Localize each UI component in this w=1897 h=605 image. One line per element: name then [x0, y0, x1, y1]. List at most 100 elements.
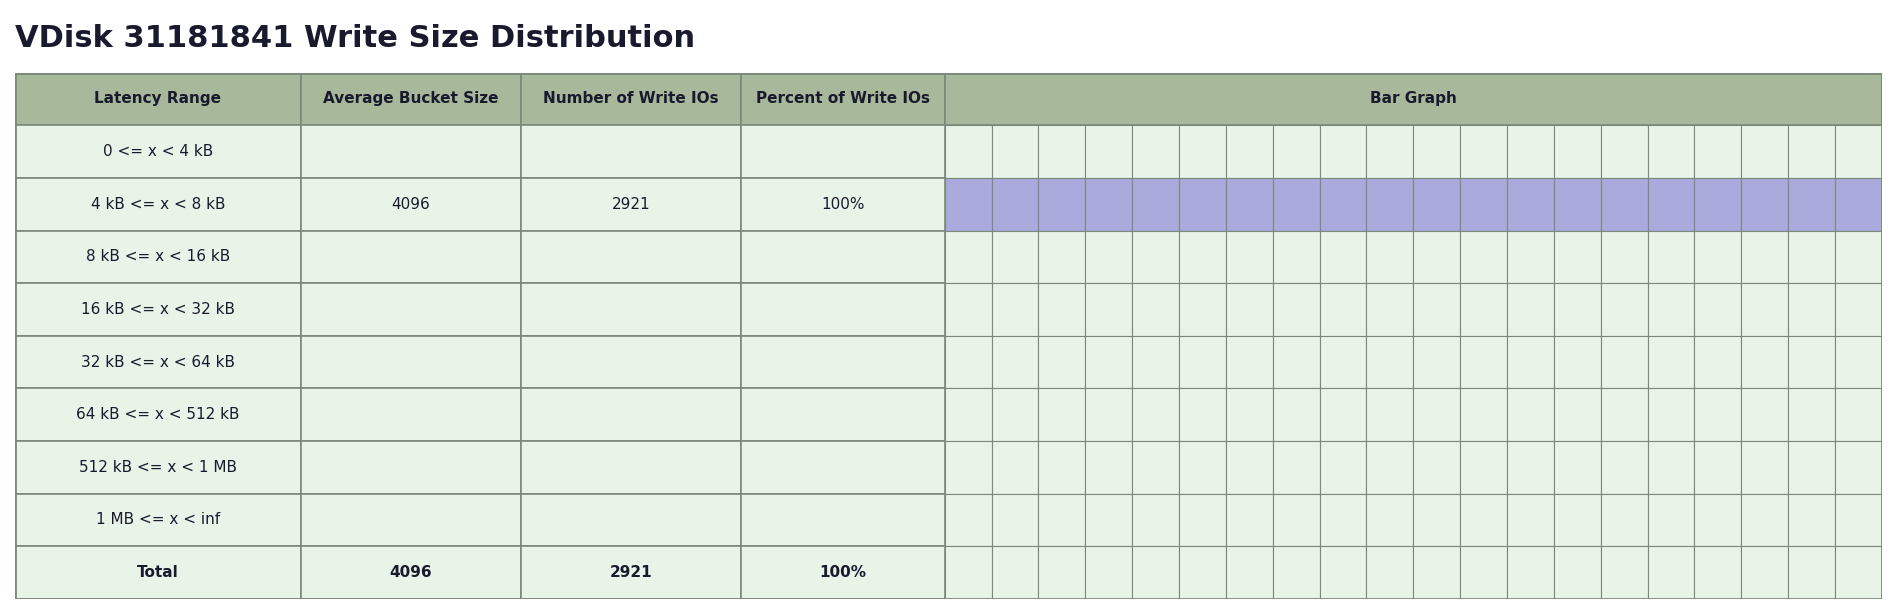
Bar [1225, 178, 1273, 231]
Bar [1225, 441, 1273, 494]
Bar [1085, 546, 1133, 599]
Bar [1741, 388, 1789, 441]
Bar [1789, 283, 1834, 336]
Bar [1273, 494, 1320, 546]
Bar [742, 336, 945, 388]
Bar [992, 231, 1038, 283]
Text: Average Bucket Size: Average Bucket Size [322, 91, 499, 106]
Bar [1085, 388, 1133, 441]
Bar [1133, 283, 1180, 336]
Bar [1413, 441, 1461, 494]
Text: 512 kB <= x < 1 MB: 512 kB <= x < 1 MB [80, 460, 237, 475]
Bar [1506, 388, 1554, 441]
Bar [15, 441, 302, 494]
Bar [15, 73, 302, 125]
Bar [1320, 336, 1366, 388]
Bar [1180, 388, 1225, 441]
Bar [1180, 546, 1225, 599]
Bar [1413, 546, 1461, 599]
Text: Number of Write IOs: Number of Write IOs [543, 91, 719, 106]
Bar [1834, 125, 1882, 178]
Bar [742, 546, 945, 599]
Bar [1413, 231, 1461, 283]
Bar [1834, 494, 1882, 546]
Bar [1601, 441, 1648, 494]
Bar [1366, 178, 1413, 231]
Bar [1366, 231, 1413, 283]
Bar [302, 388, 522, 441]
Bar [1694, 283, 1741, 336]
Text: 2921: 2921 [613, 197, 651, 212]
Bar [1180, 336, 1225, 388]
Bar [992, 336, 1038, 388]
Bar [1273, 336, 1320, 388]
Bar [1085, 441, 1133, 494]
Bar [1461, 441, 1506, 494]
Bar [522, 231, 742, 283]
Bar [1741, 231, 1789, 283]
Text: 16 kB <= x < 32 kB: 16 kB <= x < 32 kB [82, 302, 235, 317]
Bar [1225, 494, 1273, 546]
Bar [1648, 441, 1694, 494]
Bar [1085, 231, 1133, 283]
Bar [1648, 231, 1694, 283]
Bar [1648, 494, 1694, 546]
Text: VDisk 31181841 Write Size Distribution: VDisk 31181841 Write Size Distribution [15, 24, 696, 53]
Bar [945, 441, 992, 494]
Bar [302, 125, 522, 178]
Bar [1461, 283, 1506, 336]
Bar [1554, 388, 1601, 441]
Bar [15, 178, 302, 231]
Bar [1085, 283, 1133, 336]
Bar [1038, 125, 1085, 178]
Bar [1413, 178, 1461, 231]
Bar [742, 388, 945, 441]
Bar [992, 388, 1038, 441]
Bar [1320, 546, 1366, 599]
Bar [15, 336, 302, 388]
Bar [1741, 178, 1789, 231]
Bar [1461, 494, 1506, 546]
Bar [1133, 388, 1180, 441]
Bar [1133, 441, 1180, 494]
Bar [1273, 388, 1320, 441]
Bar [15, 231, 302, 283]
Bar [302, 336, 522, 388]
Bar [992, 125, 1038, 178]
Bar [1461, 231, 1506, 283]
Bar [1506, 441, 1554, 494]
Bar [1789, 441, 1834, 494]
Bar [1789, 231, 1834, 283]
Bar [522, 336, 742, 388]
Bar [1506, 546, 1554, 599]
Bar [1789, 178, 1834, 231]
Bar [992, 283, 1038, 336]
Bar [1741, 494, 1789, 546]
Bar [1320, 388, 1366, 441]
Bar [1225, 336, 1273, 388]
Text: 4096: 4096 [389, 565, 433, 580]
Bar [742, 283, 945, 336]
Bar [302, 283, 522, 336]
Bar [1554, 494, 1601, 546]
Bar [1085, 125, 1133, 178]
Bar [1273, 125, 1320, 178]
Bar [1038, 178, 1085, 231]
Bar [1366, 283, 1413, 336]
Bar [15, 546, 302, 599]
Bar [1601, 231, 1648, 283]
Bar [1320, 441, 1366, 494]
Bar [1601, 336, 1648, 388]
Bar [1648, 336, 1694, 388]
Bar [1461, 125, 1506, 178]
Bar [1413, 388, 1461, 441]
Bar [1366, 125, 1413, 178]
Bar [992, 178, 1038, 231]
Bar [1133, 546, 1180, 599]
Bar [1506, 125, 1554, 178]
Bar [522, 546, 742, 599]
Bar [1694, 388, 1741, 441]
Bar [1834, 388, 1882, 441]
Bar [302, 441, 522, 494]
Bar [1789, 494, 1834, 546]
